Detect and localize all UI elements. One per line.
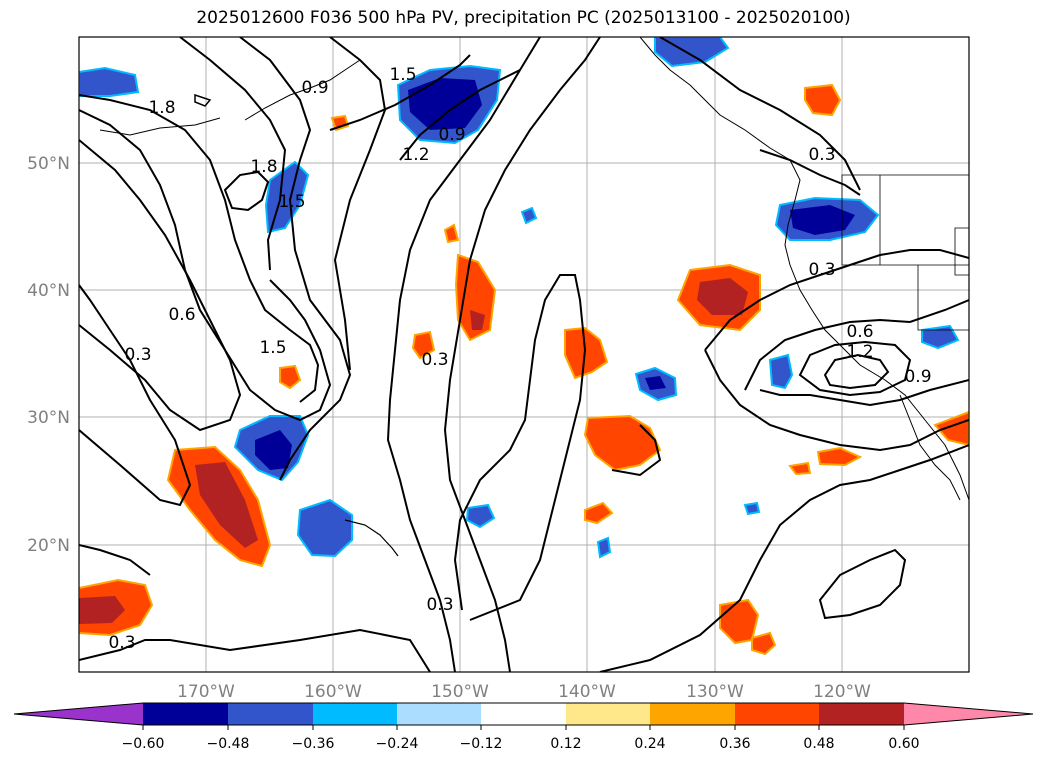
colorbar-tick-label: 0.60 <box>888 736 919 752</box>
contour-label: 0.3 <box>124 345 151 365</box>
colorbar-tick-label: 0.12 <box>550 736 581 752</box>
lon-label: 160°W <box>304 682 362 702</box>
lon-label: 150°W <box>431 682 489 702</box>
colorbar-extend-high <box>904 703 1033 725</box>
contour-label: 0.3 <box>426 595 453 615</box>
map-area <box>79 37 969 672</box>
colorbar-tick-label: −0.12 <box>460 736 503 752</box>
colorbar-tick-label: −0.60 <box>122 736 165 752</box>
lon-label: 170°W <box>177 682 235 702</box>
contour-label: 1.8 <box>250 157 277 177</box>
contour-labels: 1.8 1.8 1.5 1.5 1.2 1.2 0.9 0.9 0.9 0.6 … <box>108 65 931 653</box>
colorbar-segment <box>650 703 735 725</box>
chart-title: 2025012600 F036 500 hPa PV, precipitatio… <box>196 8 851 28</box>
colorbar-tick-label: −0.48 <box>207 736 250 752</box>
latitude-labels: 50°N 40°N 30°N 20°N <box>27 154 70 556</box>
contour-label: 0.9 <box>904 367 931 387</box>
colorbar-extend-low <box>14 703 143 725</box>
contour-label: 0.3 <box>108 633 135 653</box>
lon-label: 120°W <box>813 682 871 702</box>
colorbar-tick-label: 0.48 <box>803 736 834 752</box>
longitude-labels: 170°W 160°W 150°W 140°W 130°W 120°W <box>177 682 871 702</box>
contour-label: 0.3 <box>808 145 835 165</box>
colorbar-tick-label: −0.36 <box>292 736 335 752</box>
contour-label: 1.5 <box>389 65 416 85</box>
colorbar-tick-label: −0.24 <box>376 736 419 752</box>
lat-label: 50°N <box>27 154 70 174</box>
colorbar <box>13 702 1034 726</box>
colorbar-segment <box>819 703 904 725</box>
coastlines <box>99 37 969 557</box>
lat-label: 20°N <box>27 536 70 556</box>
colorbar-ticks: −0.60 −0.48 −0.36 −0.24 −0.12 0.12 0.24 … <box>122 725 920 752</box>
colorbar-segment <box>735 703 819 725</box>
contour-label: 1.2 <box>846 342 873 362</box>
colorbar-segment <box>228 703 313 725</box>
colorbar-segment <box>397 703 481 725</box>
colorbar-segment <box>566 703 650 725</box>
gridlines <box>79 37 969 672</box>
contour-label: 0.6 <box>846 322 873 342</box>
contour-label: 0.3 <box>808 260 835 280</box>
contour-label: 1.8 <box>148 98 175 118</box>
lon-label: 140°W <box>558 682 616 702</box>
contour-label: 0.9 <box>438 125 465 145</box>
positive-precip-areas <box>79 83 969 656</box>
colorbar-segment <box>481 703 566 725</box>
contour-label: 1.2 <box>402 145 429 165</box>
colorbar-tick-label: 0.36 <box>719 736 750 752</box>
pv-contours <box>79 37 969 672</box>
lat-label: 40°N <box>27 281 70 301</box>
negative-precip-areas <box>79 37 960 559</box>
colorbar-segment <box>313 703 397 725</box>
contour-label: 0.9 <box>301 78 328 98</box>
contour-label: 0.3 <box>421 350 448 370</box>
colorbar-segment <box>143 703 228 725</box>
contour-label: 0.6 <box>168 305 195 325</box>
contour-label: 1.5 <box>278 192 305 212</box>
map-frame <box>78 36 970 673</box>
lat-label: 30°N <box>27 408 70 428</box>
lon-label: 130°W <box>686 682 744 702</box>
contour-label: 1.5 <box>259 338 286 358</box>
colorbar-tick-label: 0.24 <box>634 736 665 752</box>
